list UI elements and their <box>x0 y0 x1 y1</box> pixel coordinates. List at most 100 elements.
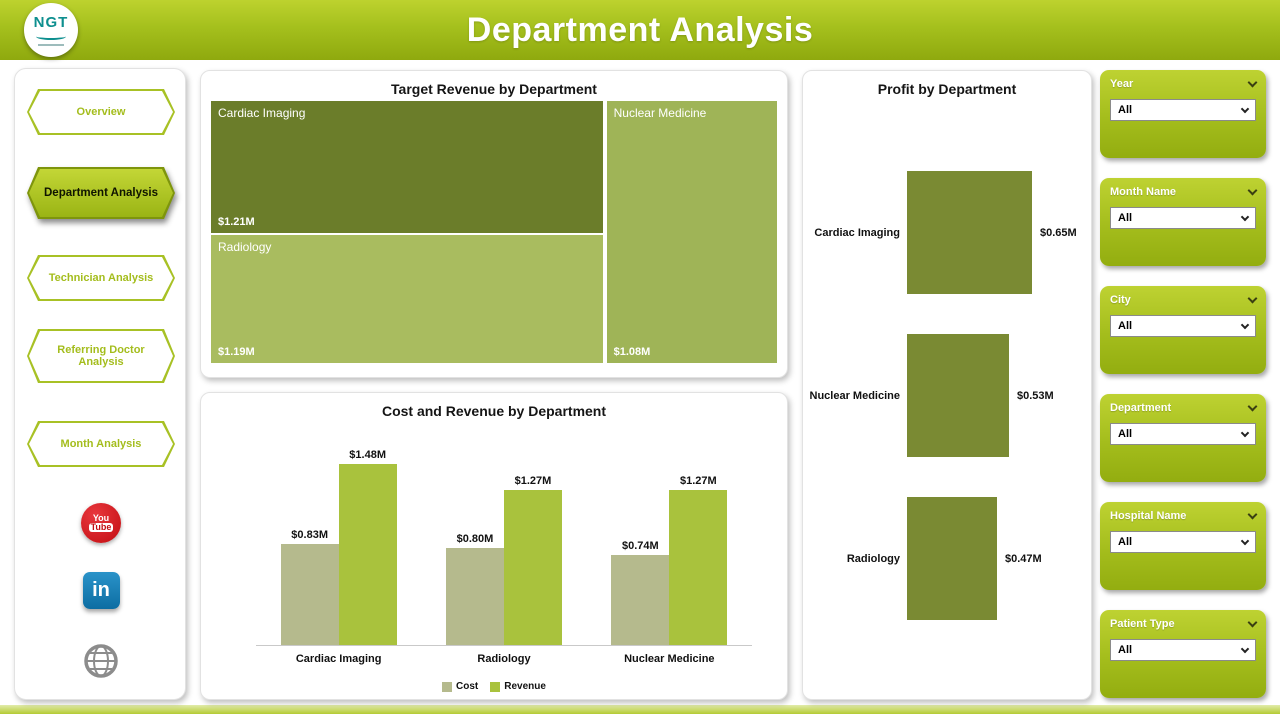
slicer-header[interactable]: Month Name <box>1110 185 1258 198</box>
bar-value-label: $1.27M <box>679 475 717 487</box>
slicer-value: All <box>1118 104 1133 116</box>
slicer-department: Department All <box>1100 394 1266 482</box>
legend-swatch-cost <box>442 681 453 692</box>
chevron-down-icon <box>1240 536 1250 545</box>
cost-revenue-plot: $0.83M $1.48M Cardiac Imaging $0.80M $1.… <box>256 431 752 669</box>
chevron-down-icon <box>1240 104 1250 113</box>
legend-label: Cost <box>456 681 479 692</box>
slicer-label: Department <box>1110 402 1172 414</box>
slicer-header[interactable]: Year <box>1110 77 1258 90</box>
chevron-down-icon[interactable] <box>1247 293 1258 304</box>
treemap-panel: Target Revenue by Department Cardiac Ima… <box>200 70 788 378</box>
tile-value: $1.08M <box>613 346 651 358</box>
chart-title: Target Revenue by Department <box>391 81 597 97</box>
slicer-dropdown[interactable]: All <box>1110 99 1256 121</box>
revenue-bar[interactable] <box>338 464 397 646</box>
slicer-dropdown[interactable]: All <box>1110 207 1256 229</box>
bar-group-nuclear-medicine: $0.74M $1.27M Nuclear Medicine <box>611 475 728 669</box>
slicer-dropdown[interactable]: All <box>1110 315 1256 337</box>
treemap-tile-radiology[interactable]: Radiology $1.19M <box>211 235 603 363</box>
logo-text: NGT <box>33 14 69 31</box>
nav-item-label: Department Analysis <box>29 169 173 217</box>
youtube-icon[interactable]: You Tube <box>81 503 121 543</box>
tile-label: Cardiac Imaging <box>218 106 306 120</box>
social-row: in <box>15 572 187 609</box>
treemap: Cardiac Imaging $1.21M Radiology $1.19M … <box>211 101 777 363</box>
nav-item-department-analysis[interactable]: Department Analysis <box>27 167 175 219</box>
nav-item-month-analysis[interactable]: Month Analysis <box>27 421 175 467</box>
nav-item-label: Month Analysis <box>29 423 173 465</box>
slicer-label: Hospital Name <box>1110 510 1187 522</box>
chart-title: Profit by Department <box>877 81 1017 97</box>
slicer-city: City All <box>1100 286 1266 374</box>
slicer-value: All <box>1118 212 1133 224</box>
chevron-down-icon[interactable] <box>1247 401 1258 412</box>
nav-item-technician-analysis[interactable]: Technician Analysis <box>27 255 175 301</box>
nav-item-referring-doctor-analysis[interactable]: Referring Doctor Analysis <box>27 329 175 383</box>
y-axis-label: Nuclear Medicine <box>809 389 900 402</box>
profit-plot: Cardiac Imaging $0.65M Nuclear Medicine … <box>809 171 1089 660</box>
slicer-value: All <box>1118 320 1133 332</box>
slicer-label: Month Name <box>1110 186 1176 198</box>
x-axis-label: Cardiac Imaging <box>295 653 382 665</box>
profit-bar[interactable] <box>907 497 997 620</box>
slicer-value: All <box>1118 536 1133 548</box>
web-globe-icon[interactable] <box>81 641 121 681</box>
treemap-tile-cardiac-imaging[interactable]: Cardiac Imaging $1.21M <box>211 101 603 234</box>
profit-panel: Profit by Department Cardiac Imaging $0.… <box>802 70 1092 700</box>
legend-item-cost[interactable]: Cost <box>442 681 478 692</box>
tile-label: Radiology <box>218 240 272 255</box>
slicer-label: City <box>1110 294 1131 306</box>
revenue-bar[interactable] <box>669 490 728 646</box>
nav-item-label: Technician Analysis <box>29 257 173 299</box>
slicer-header[interactable]: Hospital Name <box>1110 509 1258 522</box>
nav-sidebar: Overview Department Analysis Technician … <box>14 68 186 700</box>
bar-value-label: $0.47M <box>1005 552 1042 565</box>
slicer-header[interactable]: Patient Type <box>1110 617 1258 630</box>
x-axis-line <box>256 645 752 646</box>
chevron-down-icon <box>1240 212 1250 221</box>
cost-bar[interactable] <box>445 548 504 646</box>
legend-swatch-revenue <box>490 681 501 692</box>
logo-swoosh <box>36 33 66 40</box>
slicer-value: All <box>1118 428 1133 440</box>
logo-subtext <box>38 44 64 46</box>
slicer-dropdown[interactable]: All <box>1110 639 1256 661</box>
slicer-header[interactable]: Department <box>1110 401 1258 414</box>
profit-row-radiology: Radiology $0.47M <box>809 497 1089 620</box>
linkedin-text: in <box>92 579 110 601</box>
x-axis-label: Nuclear Medicine <box>624 653 715 665</box>
linkedin-icon[interactable]: in <box>82 572 120 609</box>
chevron-down-icon[interactable] <box>1247 509 1258 520</box>
slicer-dropdown[interactable]: All <box>1110 531 1256 553</box>
bar-value-label: $0.65M <box>1040 226 1077 239</box>
nav-item-label: Overview <box>29 91 173 133</box>
footer-strip <box>0 705 1280 714</box>
bar-value-label: $0.83M <box>291 529 328 541</box>
profit-bar[interactable] <box>907 171 1032 294</box>
bar-group-cardiac-imaging: $0.83M $1.48M Cardiac Imaging <box>280 449 397 669</box>
x-axis-label: Radiology <box>477 653 531 665</box>
cost-bar[interactable] <box>611 555 670 646</box>
chevron-down-icon[interactable] <box>1247 77 1258 88</box>
profit-bar[interactable] <box>907 334 1009 457</box>
chevron-down-icon <box>1240 644 1250 653</box>
legend-item-revenue[interactable]: Revenue <box>490 681 546 692</box>
slicer-patient-type: Patient Type All <box>1100 610 1266 698</box>
slicer-dropdown[interactable]: All <box>1110 423 1256 445</box>
tile-label: Nuclear Medicine <box>613 106 707 120</box>
profit-row-nuclear-medicine: Nuclear Medicine $0.53M <box>809 334 1089 457</box>
chart-title: Cost and Revenue by Department <box>381 403 607 419</box>
chevron-down-icon <box>1240 320 1250 329</box>
nav-item-overview[interactable]: Overview <box>27 89 175 135</box>
bar-value-label: $0.53M <box>1017 389 1054 402</box>
nav-item-label: Referring Doctor Analysis <box>29 331 173 381</box>
chevron-down-icon[interactable] <box>1247 185 1258 196</box>
cost-bar[interactable] <box>280 544 339 646</box>
treemap-tile-nuclear-medicine[interactable]: Nuclear Medicine $1.08M <box>606 101 777 363</box>
chevron-down-icon[interactable] <box>1247 617 1258 628</box>
revenue-bar[interactable] <box>503 490 562 646</box>
youtube-text: You <box>92 513 110 523</box>
slicer-header[interactable]: City <box>1110 293 1258 306</box>
chevron-down-icon <box>1240 428 1250 437</box>
